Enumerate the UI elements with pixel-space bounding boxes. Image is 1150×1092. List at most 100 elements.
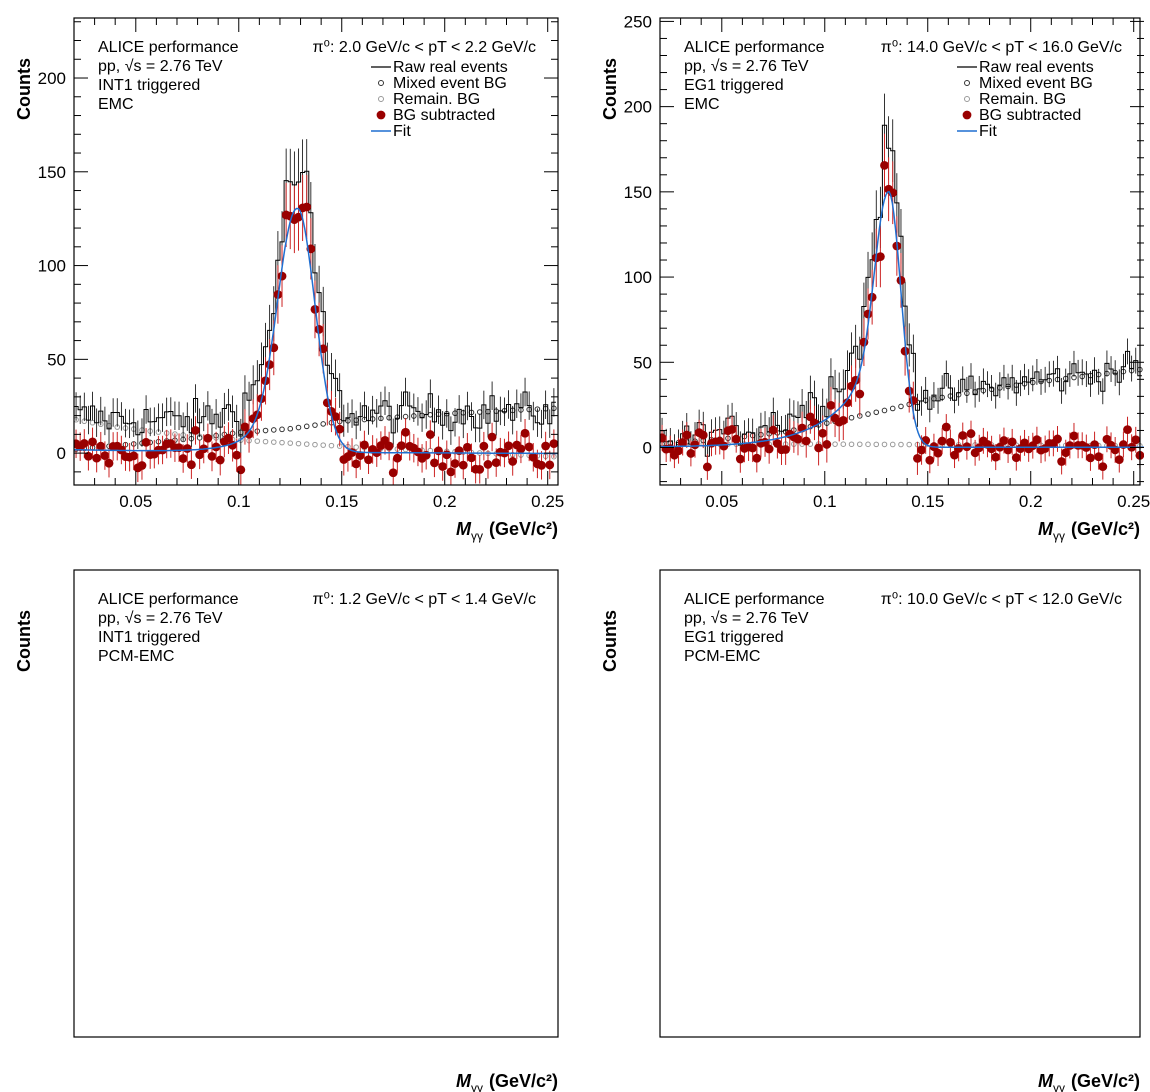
subtracted-point: [392, 453, 402, 463]
subtracted-point: [859, 337, 869, 347]
subtracted-point: [843, 398, 852, 408]
x-tick-label: 0.05: [119, 492, 152, 511]
mixed-bg-point: [303, 423, 310, 430]
subtracted-point: [549, 439, 558, 449]
subtracted-point: [999, 436, 1009, 445]
subtracted-point: [690, 440, 700, 450]
panel-top-left: 0.05 0.1 0.15 0.2 0.25 0 50 100 150 200 Counts M…: [14, 17, 564, 543]
panel-title: π⁰: 10.0 GeV/c < pT < 12.0 GeV/c: [881, 591, 1122, 608]
y-ticks: 0 50 100 150 200: [38, 21, 558, 473]
y-tick-label: 250: [624, 12, 652, 31]
y-tick-label: 150: [38, 163, 66, 182]
x-ticks: 0.05 0.1 0.15 0.2 0.25: [73, 18, 564, 511]
legend-label: Mixed event BG: [979, 75, 1093, 92]
legend-label: Mixed event BG: [393, 75, 507, 92]
y-tick-label: 50: [47, 350, 66, 369]
x-axis-title: Mγγ (GeV/c²): [456, 519, 558, 543]
subtracted-point: [236, 465, 246, 475]
subtracted-point: [104, 458, 114, 468]
subtracted-point: [772, 439, 782, 448]
mixed-bg-point: [865, 411, 871, 417]
panel-title: π⁰: 1.2 GeV/c < pT < 1.4 GeV/c: [313, 591, 537, 608]
subtracted-point: [331, 412, 340, 422]
info-line-4: EMC: [684, 96, 720, 113]
panel-title: π⁰: 2.0 GeV/c < pT < 2.2 GeV/c: [313, 39, 537, 56]
x-axis-title: Mγγ (GeV/c²): [1038, 1071, 1140, 1092]
subtracted-point: [483, 460, 493, 469]
subtracted-point: [748, 443, 758, 453]
subtracted-point: [537, 460, 546, 470]
subtracted-point: [186, 460, 196, 470]
plot-frame: [659, 569, 1141, 1038]
subtracted-point: [96, 441, 106, 451]
subtracted-point: [191, 426, 200, 435]
remain-bg-point: [840, 441, 847, 447]
subtracted-point: [1086, 453, 1095, 463]
subtracted-point: [504, 441, 513, 451]
subtracted-point: [545, 460, 555, 470]
x-tick-label: 0.25: [1117, 492, 1150, 511]
subtracted-point: [1131, 435, 1141, 445]
y-tick-label: 0: [57, 444, 66, 463]
mixed-bg-point: [270, 427, 277, 433]
subtracted-point: [450, 459, 460, 468]
subtracted-point: [941, 422, 951, 432]
subtracted-point: [302, 202, 312, 212]
subtracted-point: [232, 450, 242, 460]
subtracted-point: [958, 431, 968, 440]
subtracted-point: [991, 452, 1001, 462]
info-block: ALICE performance pp, √s = 2.76 TeV INT1…: [98, 39, 239, 113]
subtracted-point: [1094, 452, 1104, 462]
subtracted-point: [479, 441, 489, 451]
panel-title: π⁰: 14.0 GeV/c < pT < 16.0 GeV/c: [881, 39, 1122, 56]
mixed-bg-point: [287, 425, 294, 432]
info-line-1: ALICE performance: [98, 39, 239, 56]
x-axis-title-unit: (GeV/c²): [1071, 1071, 1140, 1091]
info-line-1: ALICE performance: [684, 591, 825, 608]
mixed-bg-point: [881, 407, 888, 414]
subtracted-point: [1032, 435, 1042, 445]
subtracted-point: [467, 453, 476, 463]
y-axis-title: Counts: [600, 610, 620, 672]
subtracted-point: [360, 440, 369, 450]
subtracted-point: [401, 427, 410, 437]
remain-bg-point: [320, 442, 327, 448]
subtracted-point: [702, 462, 712, 472]
remain-bg-point: [303, 441, 310, 447]
subtracted-point: [524, 442, 534, 452]
x-axis-title-sub: γγ: [1053, 1081, 1065, 1092]
subtracted-point: [826, 400, 836, 410]
subtracted-point: [215, 455, 225, 465]
subtracted-point: [438, 462, 448, 471]
info-line-3: INT1 triggered: [98, 77, 200, 94]
x-axis-title: Mγγ (GeV/c²): [1038, 519, 1140, 543]
subtracted-point: [516, 444, 526, 454]
subtracted-point: [314, 325, 324, 334]
subtracted-point: [764, 444, 774, 454]
panel-data-layer: [74, 139, 558, 485]
subtracted-point: [364, 455, 373, 465]
y-tick-label: 100: [624, 268, 652, 287]
raw-histogram: [74, 170, 556, 437]
subtracted-point: [678, 438, 688, 447]
remain-bg-point: [873, 441, 880, 448]
panel-data-layer: [660, 93, 1144, 480]
subtracted-point: [875, 252, 885, 262]
panel-top-right: 0.05 0.1 0.15 0.2 0.25 0 50 100 150 200 250 Count…: [600, 12, 1150, 543]
x-tick-label: 0.15: [911, 492, 944, 511]
subtracted-point: [925, 455, 935, 465]
mixed-bg-point: [898, 403, 904, 410]
subtracted-point: [900, 346, 910, 356]
subtracted-point: [487, 432, 497, 442]
panel-bottom-right: Counts Mγγ (GeV/c²) ALICE performance pp,…: [600, 569, 1141, 1092]
mixed-bg-point: [295, 424, 302, 431]
y-tick-label: 200: [38, 69, 66, 88]
legend-label: BG subtracted: [393, 107, 495, 124]
subtracted-point: [88, 437, 97, 447]
subtracted-point: [203, 433, 213, 443]
subtracted-point: [351, 459, 361, 469]
subtracted-point: [92, 453, 102, 463]
